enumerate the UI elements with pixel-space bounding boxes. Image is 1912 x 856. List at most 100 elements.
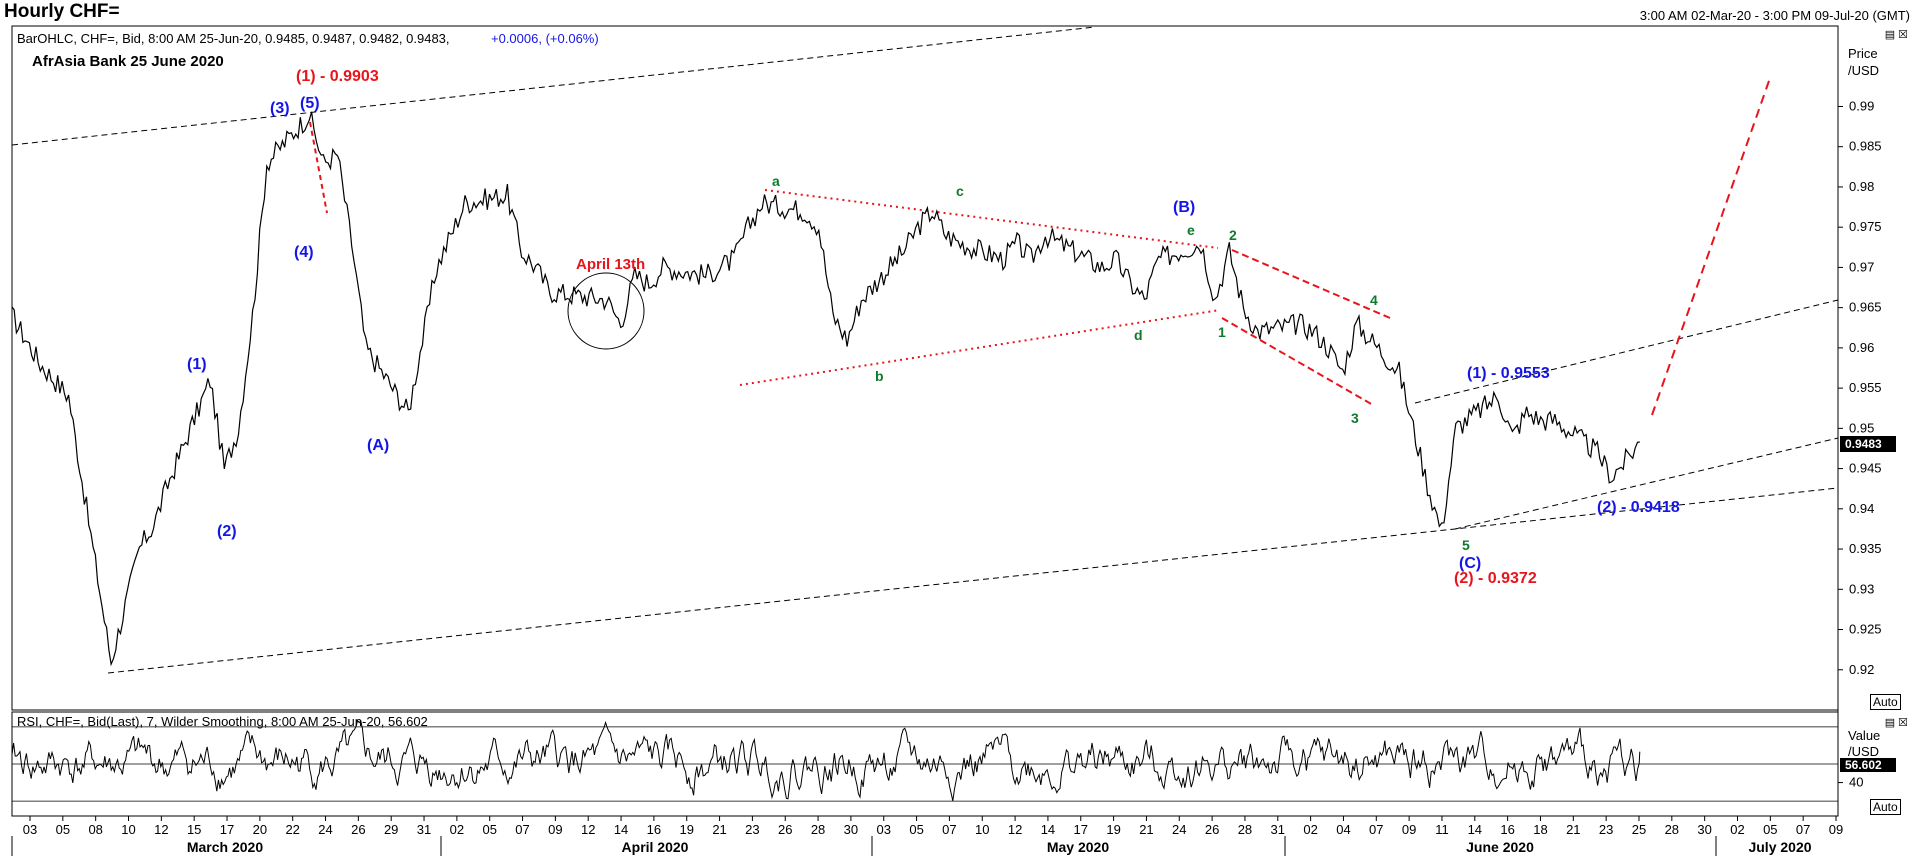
trendlines — [11, 26, 1839, 674]
x-tick-label: 17 — [1074, 822, 1088, 837]
x-tick-label: 08 — [88, 822, 102, 837]
price-ytick-label: 0.965 — [1849, 300, 1882, 315]
x-tick-label: 26 — [778, 822, 792, 837]
x-tick-label: 24 — [1172, 822, 1186, 837]
x-tick-label: 02 — [450, 822, 464, 837]
x-tick-label: 26 — [1205, 822, 1219, 837]
x-tick-label: 12 — [154, 822, 168, 837]
x-tick-label: 14 — [1468, 822, 1482, 837]
price-pane-frame — [11, 25, 1839, 711]
rsi-axis-title: Value — [1848, 728, 1880, 743]
price-ytick-label: 0.99 — [1849, 98, 1874, 113]
x-tick-label: 28 — [1665, 822, 1679, 837]
price-ytick-label: 0.955 — [1849, 380, 1882, 395]
label-a: a — [772, 173, 780, 189]
x-tick-label: 16 — [647, 822, 661, 837]
x-tick-label: 30 — [1697, 822, 1711, 837]
label-1: 1 — [1218, 324, 1226, 340]
rsi-current-value: 56.602 — [1845, 758, 1882, 772]
price-info: BarOHLC, CHF=, Bid, 8:00 AM 25-Jun-20, 0… — [17, 31, 450, 46]
price-current-box — [1840, 436, 1896, 452]
x-tick-label: 07 — [1369, 822, 1383, 837]
april-13-circle — [567, 272, 645, 350]
x-tick-label: 21 — [1566, 822, 1580, 837]
x-tick-label: 14 — [1041, 822, 1055, 837]
label-wave-a: (A) — [367, 437, 389, 454]
price-current-value: 0.9483 — [1845, 437, 1882, 451]
price-ytick-label: 0.96 — [1849, 340, 1874, 355]
x-tick-label: 09 — [1402, 822, 1416, 837]
label-wave-5: (5) — [300, 95, 320, 112]
label-wave-3: (3) — [270, 100, 290, 117]
rsi-auto-scale-button[interactable]: Auto — [1870, 799, 1901, 815]
price-ytick-label: 0.94 — [1849, 501, 1874, 516]
label-wave-2-red: (2) - 0.9372 — [1454, 570, 1537, 587]
x-tick-label: 10 — [975, 822, 989, 837]
projection-line — [1651, 77, 1771, 416]
x-tick-label: 12 — [581, 822, 595, 837]
x-tick-label: 24 — [318, 822, 332, 837]
upper-channel-line — [11, 26, 1096, 146]
x-tick-label: 19 — [1106, 822, 1120, 837]
x-tick-label: 09 — [1829, 822, 1843, 837]
x-tick-label: 05 — [482, 822, 496, 837]
x-tick-label: 17 — [220, 822, 234, 837]
x-tick-label: 14 — [614, 822, 628, 837]
x-tick-label: 30 — [844, 822, 858, 837]
x-tick-label: 19 — [679, 822, 693, 837]
label-wave-1: (1) — [187, 356, 207, 373]
price-ytick-label: 0.935 — [1849, 541, 1882, 556]
label-wave-b: (B) — [1173, 199, 1195, 216]
wedge-lower-line — [1221, 317, 1374, 406]
x-tick-label: 03 — [23, 822, 37, 837]
triangle-lower-line — [739, 309, 1221, 386]
rsi-info: RSI, CHF=, Bid(Last), 7, Wilder Smoothin… — [17, 714, 428, 729]
x-tick-label: 15 — [187, 822, 201, 837]
price-axis-unit: /USD — [1848, 63, 1879, 78]
x-tick-label: 25 — [1632, 822, 1646, 837]
rsi-window-controls-icon[interactable]: ▤ ☒ — [1884, 717, 1908, 729]
x-tick-label: 21 — [1139, 822, 1153, 837]
x-tick-label: 02 — [1303, 822, 1317, 837]
month-label: May 2020 — [1047, 839, 1109, 855]
wave-5-line — [309, 121, 328, 214]
x-tick-label: 10 — [121, 822, 135, 837]
label-new-wave-2: (2) - 0.9418 — [1597, 499, 1680, 516]
price-ytick-label: 0.92 — [1849, 662, 1874, 677]
chart-title: Hourly CHF= — [4, 1, 120, 22]
x-tick-label: 05 — [909, 822, 923, 837]
label-4: 4 — [1370, 292, 1378, 308]
rsi-axis-unit: /USD — [1848, 744, 1879, 759]
label-wave-4: (4) — [294, 244, 314, 261]
label-april-13: April 13th — [576, 256, 645, 273]
price-change: +0.0006, (+0.06%) — [491, 31, 599, 46]
x-tick-label: 26 — [351, 822, 365, 837]
label-e: e — [1187, 222, 1195, 238]
new-lower-channel-line — [1454, 437, 1839, 530]
x-tick-label: 09 — [548, 822, 562, 837]
price-ytick-label: 0.93 — [1849, 581, 1874, 596]
x-tick-label: 28 — [1238, 822, 1252, 837]
label-3: 3 — [1351, 410, 1359, 426]
price-window-controls-icon[interactable]: ▤ ☒ — [1884, 29, 1908, 41]
label-b: b — [875, 368, 884, 384]
month-label: March 2020 — [187, 839, 263, 855]
rsi-line — [11, 719, 1641, 802]
date-range: 3:00 AM 02-Mar-20 - 3:00 PM 09-Jul-20 (G… — [1639, 8, 1910, 23]
month-label: June 2020 — [1466, 839, 1534, 855]
x-tick-label: 07 — [942, 822, 956, 837]
x-tick-label: 04 — [1336, 822, 1350, 837]
x-tick-label: 03 — [877, 822, 891, 837]
price-auto-scale-button[interactable]: Auto — [1870, 694, 1901, 710]
price-ytick-label: 0.98 — [1849, 179, 1874, 194]
lower-channel-line — [107, 487, 1839, 674]
x-tick-label: 16 — [1500, 822, 1514, 837]
price-ytick-label: 0.97 — [1849, 259, 1874, 274]
x-tick-label: 20 — [253, 822, 267, 837]
price-ytick-label: 0.975 — [1849, 219, 1882, 234]
label-new-wave-1: (1) - 0.9553 — [1467, 365, 1550, 382]
month-label: April 2020 — [622, 839, 689, 855]
label-top-wave-1: (1) - 0.9903 — [296, 68, 379, 85]
price-line — [11, 111, 1640, 667]
x-tick-label: 23 — [1599, 822, 1613, 837]
